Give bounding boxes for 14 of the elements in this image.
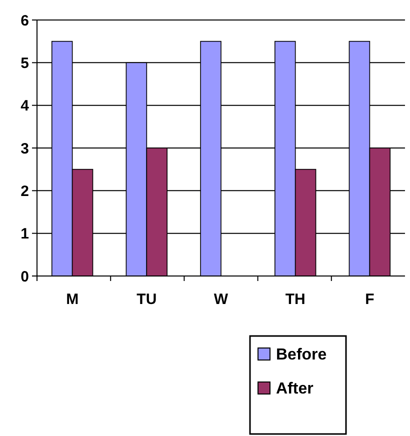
legend-label: After (276, 380, 314, 398)
legend-label: Before (276, 346, 327, 364)
x-tick-label: M (66, 291, 79, 308)
y-tick-label: 0 (20, 268, 29, 286)
y-tick-label: 3 (20, 140, 29, 158)
x-tick-label: F (365, 291, 374, 308)
y-tick-label: 4 (20, 98, 30, 115)
y-tick-label: 1 (20, 226, 29, 243)
y-tick-label: 5 (20, 54, 29, 72)
y-tick-label: 6 (20, 12, 29, 30)
y-tick-label: 2 (20, 182, 29, 200)
x-tick-label: W (214, 291, 229, 308)
x-tick-label: TH (285, 291, 306, 308)
x-tick-label: TU (136, 291, 157, 308)
